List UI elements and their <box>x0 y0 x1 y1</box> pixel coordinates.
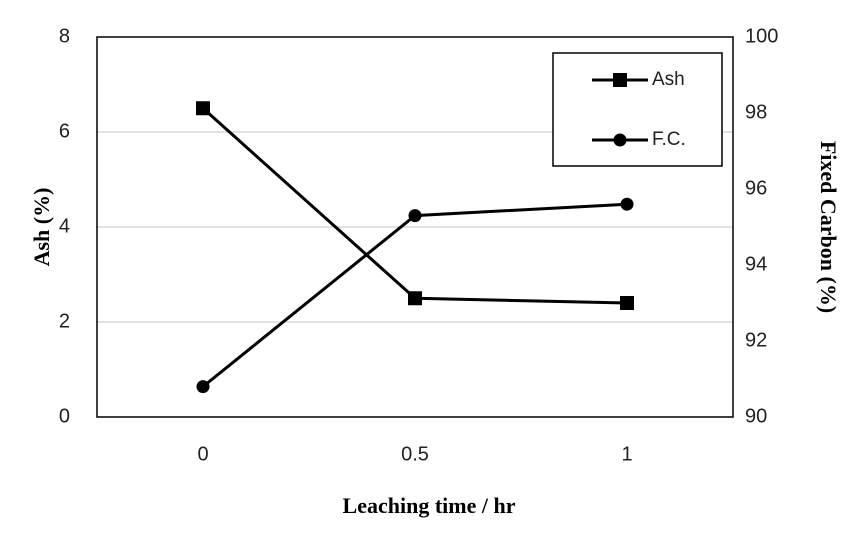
y-right-tick-label: 100 <box>745 25 778 47</box>
y-right-tick-label: 92 <box>745 329 767 351</box>
data-point-f-c <box>196 380 210 394</box>
series-ash <box>196 101 634 310</box>
data-point-ash <box>620 296 634 310</box>
y-left-tick-label: 4 <box>59 215 70 237</box>
y-axis-right-title: Fixed Carbon (%) <box>816 141 841 313</box>
plot-frame <box>96 36 734 418</box>
y-left-tick-label: 2 <box>59 310 70 332</box>
legend-label: Ash <box>652 69 685 90</box>
data-point-f-c <box>620 197 634 211</box>
y-left-tick-label: 0 <box>59 405 70 427</box>
y-right-tick-label: 96 <box>745 177 767 199</box>
tick-labels: 0 2 4 6 8 90 92 94 96 98 100 0 0.5 1 <box>59 25 779 465</box>
x-axis-title: Leaching time / hr <box>343 493 516 518</box>
y-right-tick-label: 90 <box>745 405 767 427</box>
y-left-tick-label: 8 <box>59 25 70 47</box>
x-tick-label: 0 <box>197 443 208 465</box>
y-right-tick-label: 94 <box>745 253 767 275</box>
x-tick-label: 0.5 <box>401 443 429 465</box>
y-right-tick-label: 98 <box>745 101 767 123</box>
legend-marker <box>613 73 627 87</box>
series <box>196 101 634 394</box>
x-tick-label: 1 <box>621 443 632 465</box>
y-axis-left-title: Ash (%) <box>29 188 54 267</box>
legend-box <box>552 52 723 167</box>
legend-item-f-c: F.C. <box>592 129 686 150</box>
legend-label: F.C. <box>652 129 686 150</box>
series-f-c <box>196 197 634 394</box>
y-left-tick-label: 6 <box>59 120 70 142</box>
legend-item-ash: Ash <box>592 69 685 90</box>
legend-marker <box>613 133 627 147</box>
data-point-ash <box>196 101 210 116</box>
legend: Ash F.C. <box>552 52 723 167</box>
data-point-ash <box>408 291 422 306</box>
data-point-f-c <box>408 209 422 223</box>
